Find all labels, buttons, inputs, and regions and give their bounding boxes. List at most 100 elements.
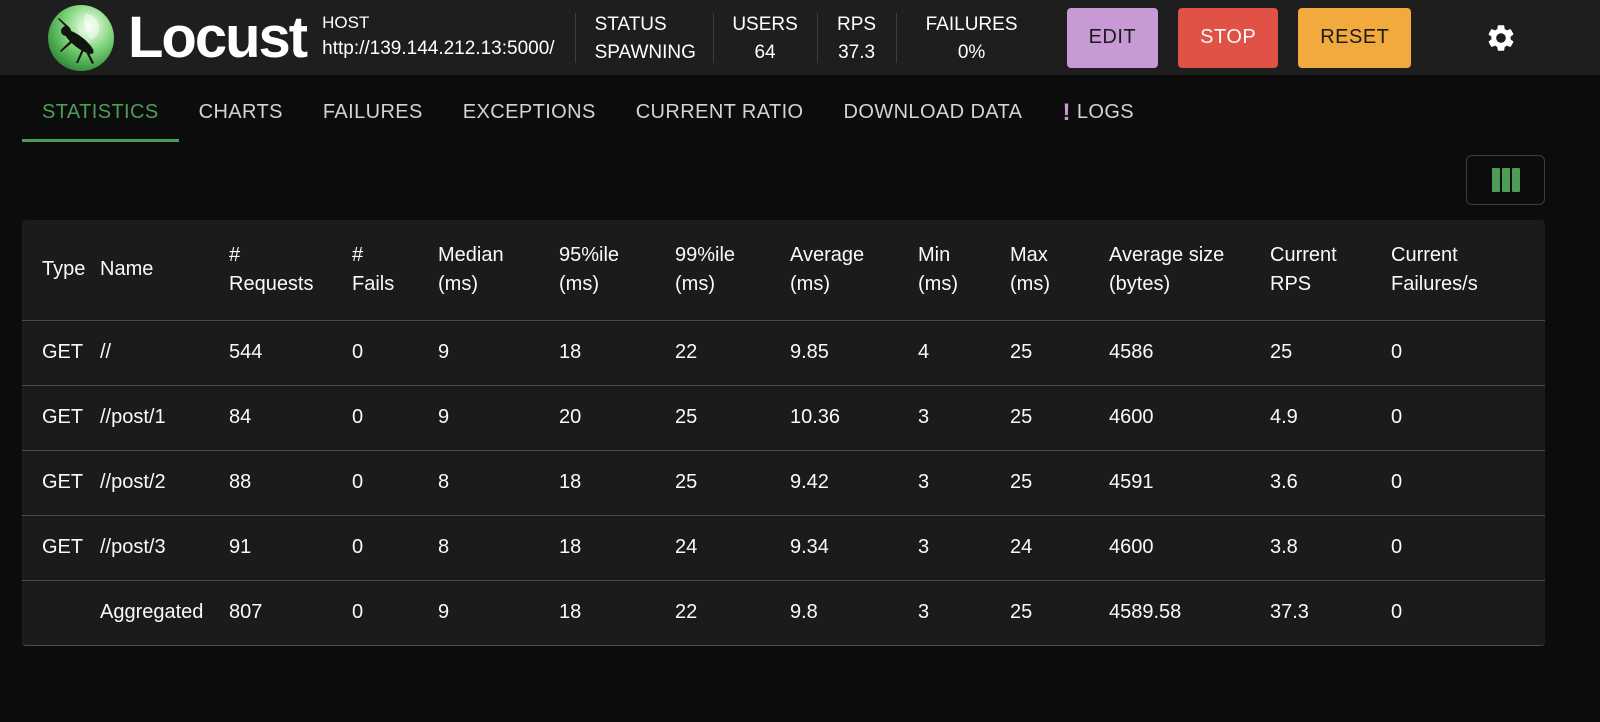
tab-bar: STATISTICS CHARTS FAILURES EXCEPTIONS CU… xyxy=(0,75,1600,145)
cell-average: 9.8 xyxy=(790,601,818,624)
tab-label: CHARTS xyxy=(198,101,283,123)
failures-value: 0% xyxy=(957,42,986,63)
tab-label: DOWNLOAD DATA xyxy=(843,101,1023,123)
tab-charts[interactable]: CHARTS xyxy=(179,89,303,142)
rps-label: RPS xyxy=(837,14,877,35)
table-header-row: Type Name # Requests # Fails Median (ms)… xyxy=(22,220,1545,320)
cell-type: GET xyxy=(42,471,84,493)
cell-requests: 88 xyxy=(229,471,252,493)
cell-requests: 544 xyxy=(229,341,263,363)
cell-current-rps: 25 xyxy=(1270,341,1293,363)
cell-min: 3 xyxy=(918,471,930,493)
cell-type: GET xyxy=(42,536,84,558)
cell-type: GET xyxy=(42,341,84,363)
locust-logo-icon xyxy=(48,4,114,71)
divider xyxy=(712,12,714,63)
cell-fails: 0 xyxy=(352,341,364,363)
status-indicator: STATUS SPAWNING xyxy=(576,13,713,62)
statistics-table-card: Type Name # Requests # Fails Median (ms)… xyxy=(22,220,1545,646)
reset-button[interactable]: RESET xyxy=(1298,7,1412,68)
status-value: SPAWNING xyxy=(594,42,696,63)
tab-failures[interactable]: FAILURES xyxy=(303,89,443,142)
tab-label: LOGS xyxy=(1076,101,1135,123)
cell-95ile: 18 xyxy=(559,341,582,363)
divider xyxy=(895,12,897,63)
app-title: Locust xyxy=(128,4,308,70)
column-header-99ile: 99%ile (ms) xyxy=(675,243,736,295)
cell-95ile: 20 xyxy=(559,406,582,428)
cell-current-failures: 0 xyxy=(1391,471,1403,493)
column-selector-button[interactable] xyxy=(1466,155,1545,205)
table-row: GET // 544 0 9 18 22 9.85 4 25 4586 25 0 xyxy=(22,320,1545,385)
host-block: HOST http://139.144.212.13:5000/ xyxy=(322,12,554,62)
users-label: USERS xyxy=(732,14,798,35)
cell-name: //post/1 xyxy=(100,406,166,428)
status-label: STATUS xyxy=(594,14,667,35)
column-header-average-size: Average size (bytes) xyxy=(1109,243,1225,295)
cell-requests: 807 xyxy=(229,601,263,624)
cell-fails: 0 xyxy=(352,406,364,428)
failures-label: FAILURES xyxy=(925,14,1018,35)
cell-name: //post/2 xyxy=(100,471,166,493)
cell-name: // xyxy=(100,341,112,363)
cell-99ile: 24 xyxy=(675,536,698,558)
cell-fails: 0 xyxy=(352,601,364,624)
cell-average-size: 4591 xyxy=(1109,471,1154,493)
cell-current-rps: 3.8 xyxy=(1270,536,1298,558)
cell-median: 9 xyxy=(438,601,450,624)
cell-average: 9.85 xyxy=(790,341,829,363)
cell-95ile: 18 xyxy=(559,471,582,493)
cell-current-failures: 0 xyxy=(1391,601,1403,624)
table-row: GET //post/3 91 0 8 18 24 9.34 3 24 4600… xyxy=(22,515,1545,580)
divider xyxy=(816,12,818,63)
cell-max: 25 xyxy=(1010,601,1033,624)
cell-name: //post/3 xyxy=(100,536,166,558)
statistics-table: Type Name # Requests # Fails Median (ms)… xyxy=(22,220,1545,645)
cell-current-failures: 0 xyxy=(1391,406,1403,428)
settings-button[interactable] xyxy=(1485,21,1519,55)
cell-average-size: 4600 xyxy=(1109,536,1154,558)
cell-max: 25 xyxy=(1010,406,1033,428)
cell-99ile: 25 xyxy=(675,406,698,428)
tab-label: EXCEPTIONS xyxy=(462,101,596,123)
edit-button[interactable]: EDIT xyxy=(1066,7,1159,68)
cell-average-size: 4586 xyxy=(1109,341,1154,363)
rps-value: 37.3 xyxy=(838,42,876,63)
cell-99ile: 22 xyxy=(675,341,698,363)
cell-fails: 0 xyxy=(352,536,364,558)
tab-logs[interactable]: ! LOGS xyxy=(1042,89,1154,142)
gear-icon xyxy=(1488,24,1514,51)
tab-current-ratio[interactable]: CURRENT RATIO xyxy=(616,89,824,142)
rps-indicator: RPS 37.3 xyxy=(818,13,896,62)
cell-median: 9 xyxy=(438,341,450,363)
users-indicator: USERS 64 xyxy=(714,13,817,62)
cell-median: 8 xyxy=(438,536,450,558)
host-url: http://139.144.212.13:5000/ xyxy=(322,38,555,60)
tab-label: FAILURES xyxy=(322,101,423,123)
column-header-name: Name xyxy=(100,258,154,281)
cell-min: 4 xyxy=(918,341,930,363)
cell-type xyxy=(22,580,100,645)
cell-type: GET xyxy=(42,406,84,428)
cell-min: 3 xyxy=(918,601,930,624)
app-header: Locust HOST http://139.144.212.13:5000/ … xyxy=(0,0,1600,75)
cell-max: 24 xyxy=(1010,536,1033,558)
table-row: GET //post/2 88 0 8 18 25 9.42 3 25 4591… xyxy=(22,450,1545,515)
cell-max: 25 xyxy=(1010,341,1033,363)
cell-median: 8 xyxy=(438,471,450,493)
tab-download-data[interactable]: DOWNLOAD DATA xyxy=(824,89,1043,142)
cell-current-failures: 0 xyxy=(1391,536,1403,558)
cell-99ile: 25 xyxy=(675,471,698,493)
cell-99ile: 22 xyxy=(675,601,698,624)
host-label: HOST xyxy=(322,13,370,33)
tab-label: STATISTICS xyxy=(42,101,159,123)
column-header-type: Type xyxy=(42,258,86,281)
stop-button[interactable]: STOP xyxy=(1178,7,1279,68)
cell-current-rps: 3.6 xyxy=(1270,471,1298,493)
tab-label: CURRENT RATIO xyxy=(635,101,804,123)
cell-average-size: 4589.58 xyxy=(1109,601,1182,624)
tab-exceptions[interactable]: EXCEPTIONS xyxy=(443,89,616,142)
cell-average-size: 4600 xyxy=(1109,406,1154,428)
tab-statistics[interactable]: STATISTICS xyxy=(22,89,179,142)
column-header-95ile: 95%ile (ms) xyxy=(559,243,620,295)
